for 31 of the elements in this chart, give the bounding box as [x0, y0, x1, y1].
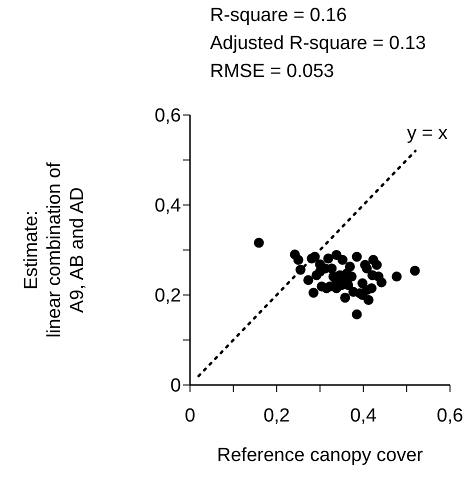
point: [323, 254, 334, 264]
point: [315, 266, 325, 277]
x-tick-label: 0,4: [350, 405, 377, 426]
point: [372, 260, 382, 270]
x-tick-label: 0: [184, 405, 196, 426]
point: [338, 254, 348, 265]
y-tick-label: 0,4: [154, 196, 182, 217]
text: R-square = 0.16: [210, 4, 348, 28]
x-tick-label: 0,6: [436, 405, 464, 426]
y-tick-label: 0,2: [154, 286, 181, 307]
x-axis-title: Reference canopy cover: [217, 445, 424, 466]
point: [340, 292, 350, 303]
y-tick-label: 0: [170, 376, 181, 397]
point: [410, 266, 420, 276]
point: [308, 288, 318, 298]
point: [254, 238, 264, 248]
point: [303, 275, 314, 286]
point: [362, 263, 372, 274]
point: [376, 277, 387, 288]
point: [293, 254, 304, 265]
x-tick-label: 0,2: [263, 405, 290, 426]
point: [346, 272, 357, 282]
point: [352, 252, 362, 262]
y-axis-title: Estimate: linear combination of A9, AB and AD: [21, 162, 88, 338]
text: RMSE = 0.053: [210, 60, 336, 84]
point: [352, 309, 362, 320]
text: Adjusted R-square = 0.13: [210, 32, 426, 56]
point: [392, 272, 402, 282]
y-tick-label: 0,6: [154, 106, 181, 127]
point: [344, 262, 355, 272]
series-label: y = x: [407, 123, 448, 144]
